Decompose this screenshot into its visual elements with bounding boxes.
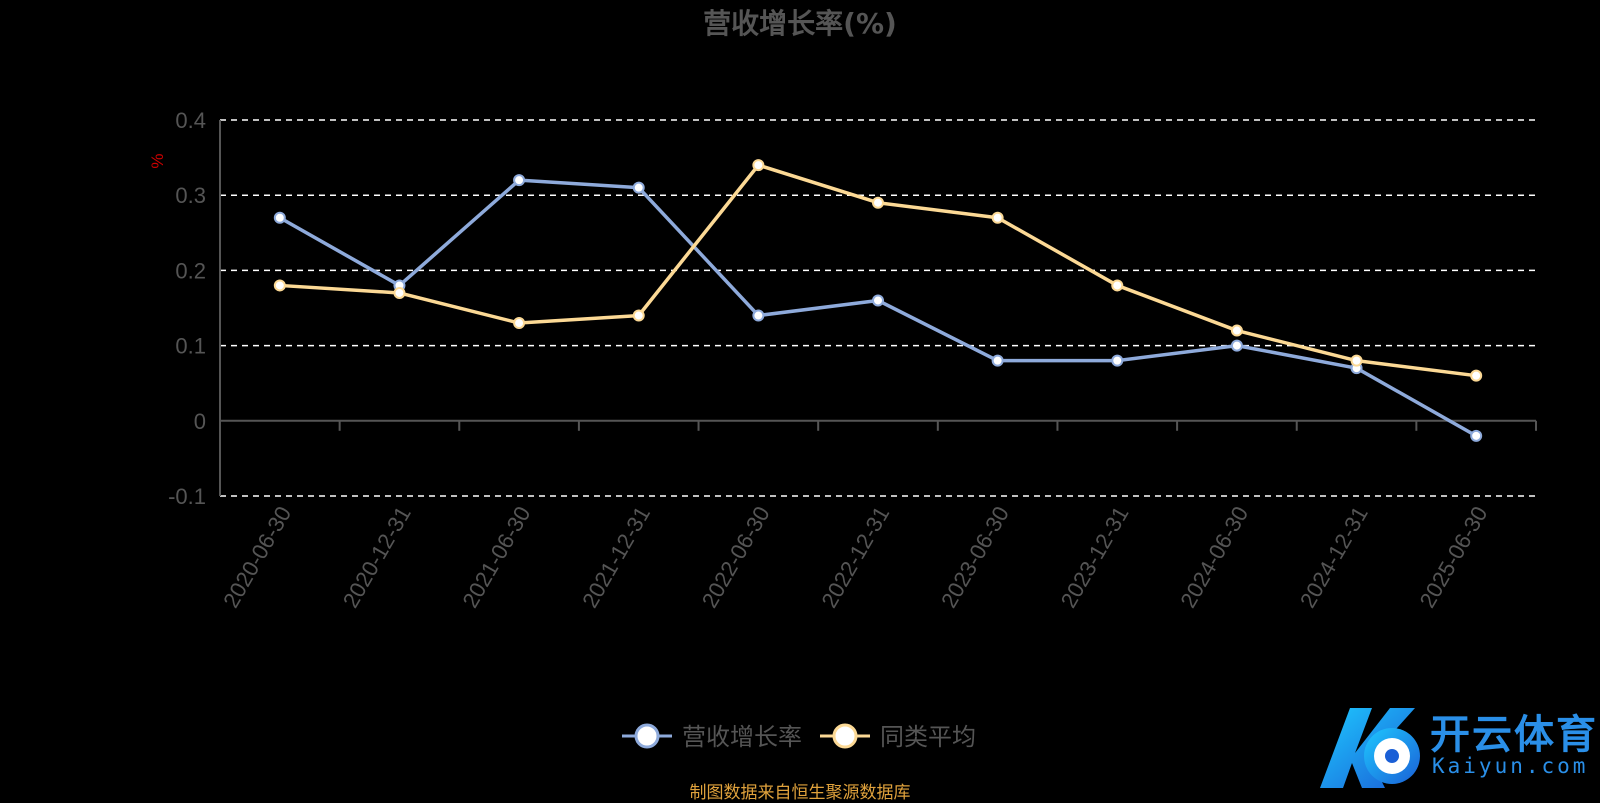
legend-marker-2 [832, 723, 858, 749]
x-tick-label: 2020-12-31 [338, 502, 416, 612]
y-tick-label: 0.1 [175, 334, 206, 359]
legend-label-2: 同类平均 [880, 723, 976, 751]
x-tick-label: 2021-12-31 [577, 502, 655, 612]
y-tick-label: 0.3 [175, 183, 206, 208]
x-tick-label: 2021-06-30 [457, 502, 535, 612]
x-tick-label: 2022-06-30 [697, 502, 775, 612]
x-tick-label: 2024-12-31 [1295, 502, 1373, 612]
logo-subtitle: Kaiyun.com [1432, 754, 1589, 778]
series-point-1 [273, 211, 286, 224]
y-tick-label: 0.4 [175, 108, 206, 133]
data-source-note: 制图数据来自恒生聚源数据库 [689, 783, 911, 803]
series-line-2 [279, 163, 1477, 378]
series-point-1 [991, 354, 1004, 367]
series-point-1 [513, 174, 526, 187]
legend-marker-1 [634, 723, 660, 749]
series-point-1 [1470, 429, 1483, 442]
x-tick-label: 2020-06-30 [218, 502, 296, 612]
series-point-2 [1111, 279, 1124, 292]
series-point-1 [752, 309, 765, 322]
series-point-2 [872, 196, 884, 209]
y-tick-label: -0.1 [168, 484, 206, 509]
kaiyun-logo-icon [1320, 708, 1420, 788]
series-point-2 [1230, 324, 1243, 337]
x-tick-label: 2022-12-31 [816, 502, 894, 612]
x-tick-label: 2023-12-31 [1056, 502, 1134, 612]
series-point-2 [752, 159, 765, 172]
series-point-1 [632, 181, 645, 194]
chart-title: 营收增长率(%) [703, 7, 897, 40]
series-point-2 [393, 286, 406, 299]
x-tick-label: 2024-06-30 [1175, 502, 1253, 612]
series-point-2 [632, 309, 645, 322]
x-tick-label: 2025-06-30 [1415, 502, 1493, 612]
series-point-1 [1230, 339, 1243, 352]
series-point-1 [1111, 354, 1124, 367]
y-tick-label: 0 [194, 409, 206, 434]
series-point-1 [872, 294, 884, 307]
series-point-2 [513, 317, 526, 330]
series-point-2 [273, 279, 286, 292]
series-point-2 [991, 211, 1004, 224]
logo-title: 开云体育 [1430, 712, 1598, 758]
y-axis-label: % [148, 153, 167, 168]
series-point-2 [1470, 369, 1483, 382]
y-tick-label: 0.2 [175, 258, 206, 283]
x-tick-label: 2023-06-30 [936, 502, 1014, 612]
series-point-2 [1350, 354, 1363, 367]
legend-label-1: 营收增长率 [682, 723, 802, 751]
